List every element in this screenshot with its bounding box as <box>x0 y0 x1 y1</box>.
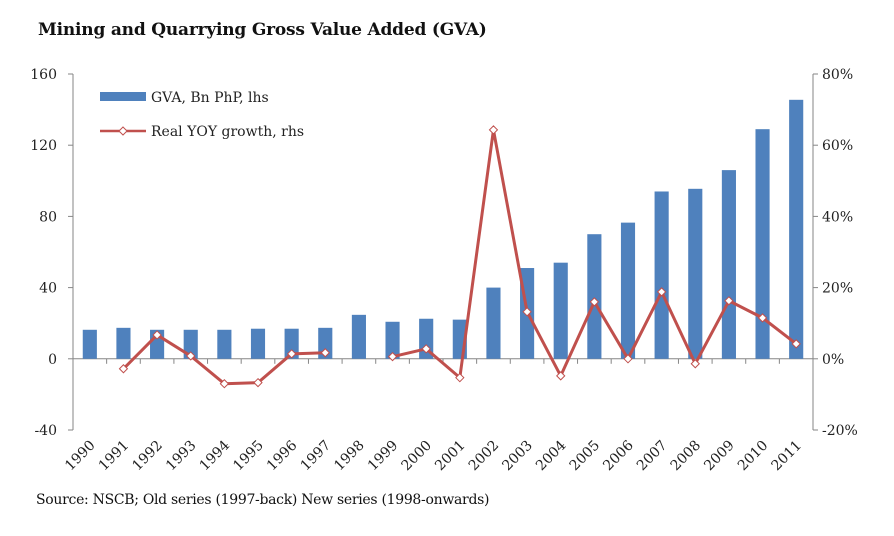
bar-gva-2004 <box>553 262 568 359</box>
x-tick-label: 1990 <box>62 438 99 475</box>
bar-series <box>82 99 804 359</box>
bar-gva-1995 <box>250 328 266 359</box>
x-tick-label: 1993 <box>163 438 200 475</box>
left-axis-tick-label: 80 <box>39 209 57 225</box>
source-note: Source: NSCB; Old series (1997-back) New… <box>36 492 490 508</box>
x-tick-labels: 1990199119921993199419951996199719981999… <box>62 437 805 474</box>
growth-marker-2003 <box>522 307 532 317</box>
x-tick-label: 1998 <box>331 438 368 475</box>
x-tick-label: 1999 <box>365 438 402 475</box>
right-axis-tick-label: 20% <box>822 281 853 297</box>
growth-marker-1992 <box>152 330 162 340</box>
x-tick-label: 2000 <box>398 438 435 475</box>
growth-marker-2011 <box>791 339 801 349</box>
line-series <box>118 125 801 389</box>
bar-gva-2005 <box>587 234 602 359</box>
growth-marker-1991 <box>118 364 129 374</box>
growth-marker-1994 <box>219 379 230 389</box>
growth-marker-2010 <box>757 313 768 323</box>
growth-marker-2008 <box>690 359 700 369</box>
x-tick-label: 1991 <box>96 438 133 475</box>
growth-marker-2005 <box>589 297 600 307</box>
x-tick-label: 1994 <box>197 437 234 474</box>
growth-marker-2000 <box>421 344 431 354</box>
x-tick-label: 1995 <box>230 438 267 475</box>
bar-gva-1993 <box>183 329 198 359</box>
left-axis-tick-label: -40 <box>34 423 57 439</box>
bar-gva-2007 <box>654 191 669 359</box>
left-axis-tick-label: 160 <box>30 67 57 83</box>
x-tick-label: 2007 <box>634 438 671 475</box>
x-tick-label: 2005 <box>567 438 604 475</box>
bar-gva-1990 <box>82 329 97 359</box>
bar-gva-1996 <box>284 328 299 359</box>
x-tick-label: 2008 <box>668 438 705 475</box>
growth-marker-1999 <box>387 351 398 362</box>
left-axis-tick-label: 40 <box>39 281 57 297</box>
bar-gva-1994 <box>217 329 232 359</box>
x-tick-label: 2006 <box>600 437 637 474</box>
growth-marker-1995 <box>253 377 263 388</box>
growth-marker-2004 <box>556 371 566 381</box>
right-axis-tick-label: 60% <box>822 138 853 154</box>
growth-marker-1997 <box>320 348 330 358</box>
bar-gva-1991 <box>116 327 131 359</box>
growth-marker-2009 <box>724 296 734 306</box>
growth-marker-1996 <box>286 349 297 359</box>
legend-swatch-gva <box>100 92 146 101</box>
x-tick-label: 2009 <box>701 438 738 475</box>
x-tick-label: 2004 <box>533 437 570 474</box>
legend-label-gva: GVA, Bn PhP, lhs <box>151 90 269 106</box>
x-tick-label: 2002 <box>466 438 503 475</box>
right-axis-tick-label: 40% <box>822 209 853 225</box>
x-tick-label: 1992 <box>129 438 166 475</box>
right-axis-tick-label: 80% <box>822 67 853 83</box>
left-axis-tick-label: 0 <box>48 352 57 368</box>
bar-gva-1999 <box>385 321 400 359</box>
left-axis-tick-label: 120 <box>30 138 57 154</box>
x-tick-label: 2010 <box>735 438 772 475</box>
growth-marker-2002 <box>488 125 499 135</box>
bar-gva-2006 <box>620 222 636 359</box>
bar-gva-2009 <box>721 170 736 359</box>
legend: GVA, Bn PhP, lhs Real YOY growth, rhs <box>100 90 304 140</box>
x-tick-label: 2003 <box>499 438 536 475</box>
axes: -40 0 40 80 120 160 -20% 0% 20% 40% 60% 80% <box>30 67 858 439</box>
bar-gva-1997 <box>318 327 333 359</box>
legend-label-growth: Real YOY growth, rhs <box>151 124 304 140</box>
bar-gva-2010 <box>755 129 770 359</box>
x-tick-label: 2011 <box>768 438 805 475</box>
right-axis-tick-label: -20% <box>822 423 858 439</box>
growth-marker-2001 <box>455 372 465 383</box>
growth-marker-2007 <box>656 287 667 297</box>
x-tick-label: 1996 <box>264 437 301 474</box>
right-axis-tick-label: 0% <box>822 352 844 368</box>
bar-gva-1998 <box>351 314 366 359</box>
chart-title: Mining and Quarrying Gross Value Added (… <box>38 20 487 40</box>
growth-marker-1993 <box>186 351 196 361</box>
x-tick-label: 2001 <box>432 438 469 475</box>
bar-gva-2008 <box>688 188 703 359</box>
growth-marker-2006 <box>623 354 633 364</box>
x-tick-label: 1997 <box>298 438 335 475</box>
bar-gva-2002 <box>486 287 501 359</box>
bar-gva-2011 <box>789 99 804 359</box>
legend-swatch-growth-marker <box>118 126 128 136</box>
